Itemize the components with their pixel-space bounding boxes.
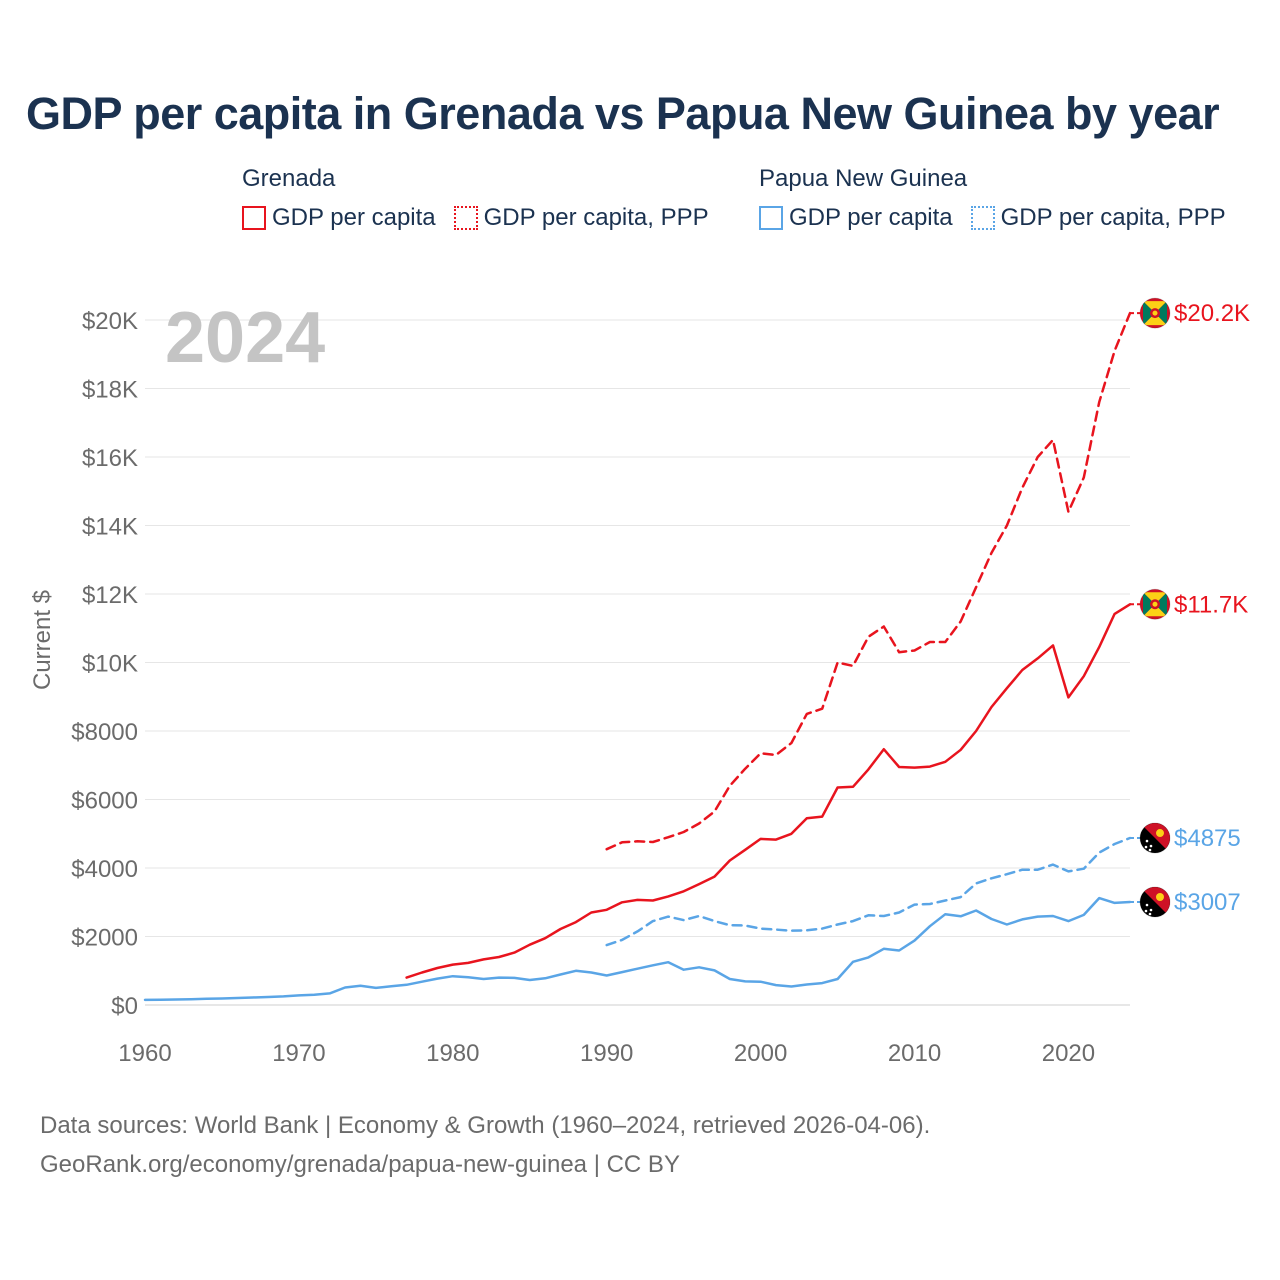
legend-label: GDP per capita, PPP — [1000, 204, 1226, 231]
series-line[interactable] — [605, 836, 1132, 947]
papua-new-guinea-flag-icon — [1140, 823, 1170, 854]
chart-title: GDP per capita in Grenada vs Papua New G… — [26, 88, 1220, 139]
endpoint-value-label: $4875 — [1174, 825, 1241, 852]
series-line[interactable] — [605, 311, 1132, 851]
legend-item-png-gdp-ppp[interactable]: GDP per capita, PPP — [970, 204, 1226, 232]
y-tick-label: $6000 — [71, 788, 138, 815]
legend-swatch-solid — [242, 206, 266, 230]
x-tick-label: 2000 — [734, 1040, 787, 1067]
year-watermark: 2024 — [165, 298, 325, 378]
y-tick-label: $0 — [111, 993, 138, 1020]
legend-group-grenada: Grenada GDP per capita GDP per capita, P… — [242, 162, 709, 232]
grenada-flag-icon — [1140, 589, 1170, 620]
legend-swatch-dotted — [453, 206, 478, 230]
x-tick-label: 2010 — [888, 1040, 941, 1067]
y-tick-label: $14K — [82, 514, 138, 541]
legend-group-title: Grenada — [242, 165, 336, 192]
x-tick-label: 1970 — [272, 1040, 325, 1067]
y-axis-title: Current $ — [29, 590, 56, 690]
footer: Data sources: World Bank | Economy & Gro… — [40, 1106, 930, 1184]
attribution-link[interactable]: GeoRank.org/economy/grenada/papua-new-gu… — [40, 1151, 680, 1178]
legend-group-papua-new-guinea: Papua New Guinea GDP per capita GDP per … — [759, 162, 1226, 232]
y-tick-label: $20K — [82, 308, 138, 335]
legend-swatch-solid — [759, 206, 783, 230]
data-source-note: Data sources: World Bank | Economy & Gro… — [40, 1112, 931, 1139]
y-tick-label: $12K — [82, 582, 138, 609]
papua-new-guinea-flag-icon — [1140, 887, 1170, 918]
y-tick-label: $4000 — [71, 856, 138, 883]
x-tick-label: 1990 — [580, 1040, 633, 1067]
endpoint-value-label: $11.7K — [1174, 591, 1248, 618]
x-tick-label: 2020 — [1042, 1040, 1095, 1067]
legend-label: GDP per capita — [272, 204, 436, 231]
series-layer — [143, 311, 1132, 1002]
legend-group-title: Papua New Guinea — [759, 165, 968, 192]
grid-layer — [145, 319, 1130, 1006]
series-line[interactable] — [405, 603, 1132, 979]
y-tick-label: $10K — [82, 651, 138, 678]
grenada-flag-icon — [1140, 298, 1170, 329]
legend-item-grenada-gdp-ppp[interactable]: GDP per capita, PPP — [453, 204, 709, 232]
x-tick-label: 1980 — [426, 1040, 479, 1067]
legend-label: GDP per capita — [789, 204, 953, 231]
x-tick-label: 1960 — [118, 1040, 171, 1067]
legend-item-grenada-gdp[interactable]: GDP per capita — [242, 204, 436, 232]
endpoint-value-label: $20.2K — [1174, 300, 1250, 327]
endpoint-value-label: $3007 — [1174, 889, 1241, 916]
y-tick-label: $2000 — [71, 925, 138, 952]
legend-item-png-gdp[interactable]: GDP per capita — [759, 204, 953, 232]
legend-label: GDP per capita, PPP — [483, 204, 709, 231]
endpoint-layer: $20.2K $11.7K $4875 $3007 — [1130, 297, 1250, 918]
legend-swatch-dotted — [970, 206, 995, 230]
y-tick-label: $8000 — [71, 719, 138, 746]
series-line[interactable] — [143, 896, 1132, 1002]
y-tick-label: $18K — [82, 377, 138, 404]
axis-layer: $0 $2000 $4000 $6000 $8000 $10K $12K $14K $16K $1… — [71, 308, 1095, 1067]
y-tick-label: $16K — [82, 445, 138, 472]
